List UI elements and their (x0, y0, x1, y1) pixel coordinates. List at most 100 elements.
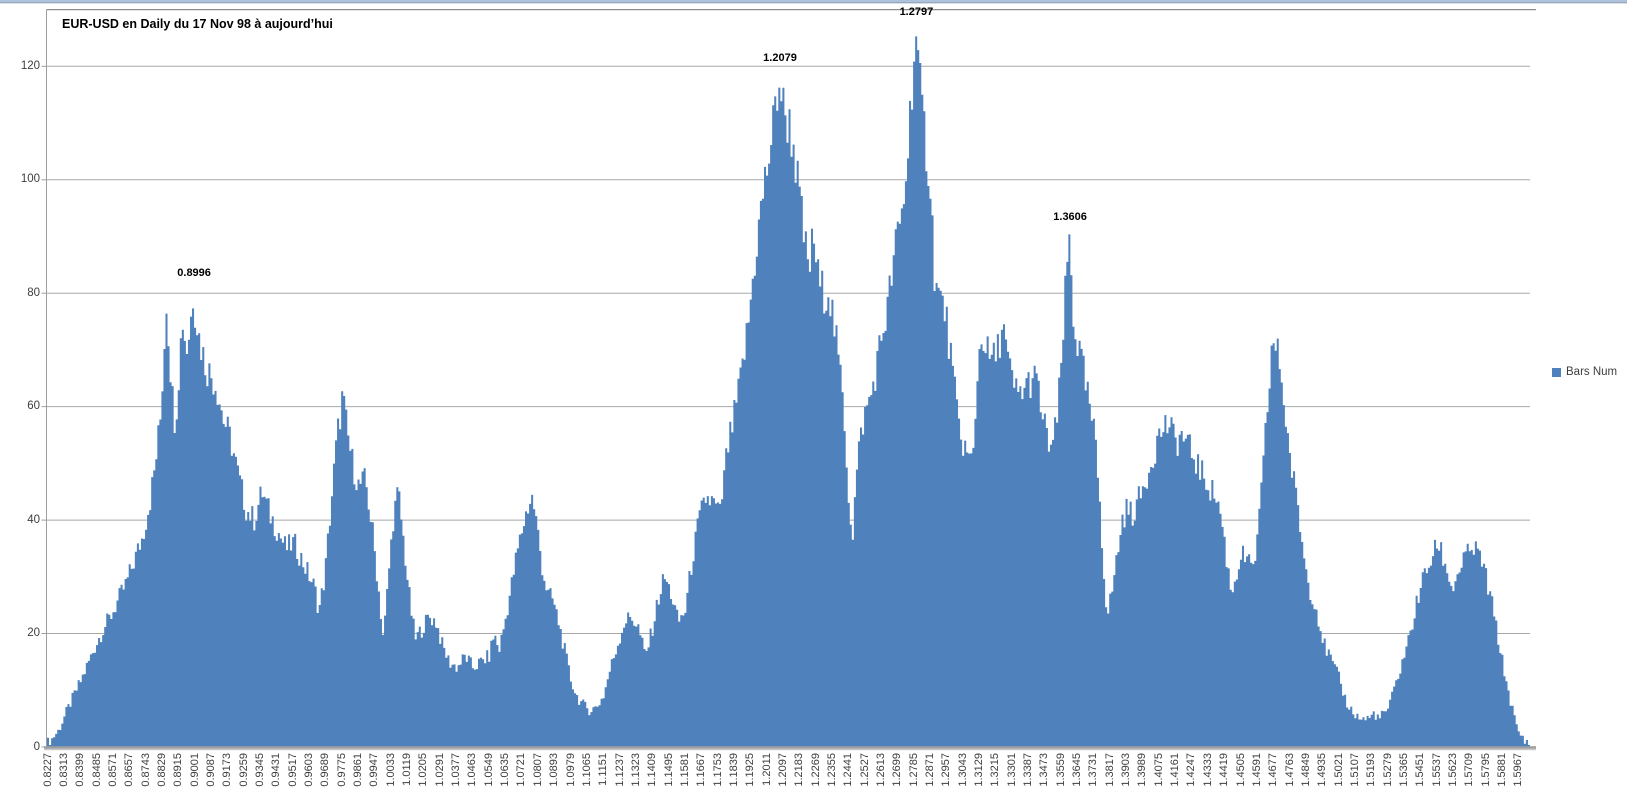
x-tick-label: 1.3473 (1038, 753, 1051, 787)
x-tick-label: 0.9087 (204, 753, 217, 787)
y-tick-label: 20 (27, 627, 40, 639)
x-axis-shadow (44, 748, 1536, 751)
x-tick-label: 1.3301 (1005, 753, 1018, 787)
y-tick-label: 80 (27, 286, 40, 299)
x-tick-label: 1.2527 (858, 753, 871, 787)
x-tick-label: 1.0033 (384, 753, 397, 787)
x-tick-label: 1.2699 (891, 753, 904, 787)
x-tick-label: 1.5365 (1397, 753, 1410, 787)
y-tick-label: 60 (27, 400, 40, 413)
x-tick-label: 1.0463 (466, 753, 479, 787)
x-axis-line (44, 746, 1536, 749)
x-tick-label: 0.8571 (106, 753, 119, 787)
x-tick-label: 0.8399 (74, 753, 87, 787)
x-tick-label: 1.3903 (1120, 753, 1133, 787)
annotation-1.3606: 1.3606 (1053, 210, 1087, 223)
x-tick-label: 1.4849 (1299, 753, 1312, 787)
x-tick-label: 1.1409 (646, 753, 659, 787)
legend: Bars Num (1552, 366, 1617, 378)
x-tick-label: 1.5623 (1446, 753, 1459, 787)
annotation-0.8996: 0.8996 (177, 267, 211, 280)
y-tick-label: 0 (33, 740, 40, 753)
x-tick-label: 1.3387 (1022, 753, 1034, 787)
x-tick-label: 0.8313 (57, 753, 70, 787)
x-tick-label: 1.1237 (613, 753, 626, 787)
x-tick-label: 0.8485 (90, 753, 103, 787)
x-tick-label: 1.5537 (1430, 753, 1443, 787)
x-tick-label: 0.9001 (188, 753, 201, 787)
x-tick-label: 1.5451 (1414, 753, 1427, 787)
x-tick-label: 1.3129 (973, 753, 985, 787)
x-tick-label: 1.2441 (842, 753, 855, 787)
x-tick-label: 0.9689 (319, 753, 332, 787)
x-tick-label: 1.3817 (1103, 753, 1116, 787)
x-tick-label: 0.8657 (123, 753, 136, 787)
x-tick-label: 0.9775 (335, 753, 348, 787)
x-tick-label: 1.2355 (825, 753, 838, 787)
x-tick-label: 0.9345 (254, 753, 266, 787)
x-tick-label: 0.9173 (221, 753, 234, 787)
window-top-strip (0, 0, 1627, 3)
x-tick-label: 1.1925 (744, 753, 757, 787)
x-tick-label: 0.8915 (172, 753, 185, 787)
x-tick-label: 1.3559 (1054, 753, 1067, 787)
x-tick-label: 1.2957 (940, 753, 953, 787)
x-tick-label: 1.4161 (1169, 753, 1182, 787)
bars-series (47, 36, 1530, 747)
x-tick-label: 1.0549 (482, 753, 495, 787)
x-tick-label: 1.5967 (1512, 753, 1525, 787)
x-tick-label: 1.2097 (776, 753, 789, 787)
x-tick-label: 1.4591 (1250, 753, 1263, 787)
x-tick-label: 1.1323 (629, 753, 642, 787)
x-tick-label: 1.5795 (1479, 753, 1492, 787)
x-tick-label: 1.0205 (417, 753, 430, 787)
x-tick-label: 1.3215 (989, 753, 1002, 787)
x-tick-label: 1.1495 (662, 753, 675, 787)
x-tick-label: 1.5193 (1365, 753, 1378, 787)
x-tick-label: 0.8743 (139, 753, 152, 787)
y-tick-label: 40 (27, 513, 40, 526)
x-tick-label: 1.1753 (711, 753, 724, 787)
x-tick-label: 0.9517 (286, 753, 299, 787)
x-tick-label: 1.0377 (450, 753, 463, 787)
x-tick-label: 1.1065 (580, 753, 593, 787)
x-tick-label: 1.4333 (1201, 753, 1214, 787)
x-tick-label: 1.2785 (907, 753, 920, 787)
x-tick-label: 1.0635 (499, 753, 512, 787)
annotation-1.2079: 1.2079 (763, 51, 797, 64)
legend-marker-icon (1552, 367, 1561, 377)
x-tick-label: 1.1151 (597, 753, 610, 786)
x-tick-label: 1.3989 (1136, 753, 1149, 787)
window-top-strip-line (0, 2, 1627, 4)
x-tick-label: 1.0979 (564, 753, 577, 787)
x-tick-label: 1.2613 (874, 753, 887, 787)
chart-title: EUR-USD en Daily du 17 Nov 98 à aujourd’… (62, 17, 333, 31)
y-tick-label: 120 (20, 59, 40, 72)
x-tick-label: 1.2011 (760, 753, 773, 786)
x-tick-label: 1.2871 (924, 753, 936, 787)
x-tick-label: 1.0291 (433, 753, 446, 787)
x-tick-label: 1.0807 (531, 753, 544, 787)
legend-label: Bars Num (1566, 366, 1618, 378)
x-tick-label: 0.9947 (368, 753, 381, 787)
x-tick-label: 1.5881 (1495, 753, 1508, 787)
x-tick-label: 1.5107 (1348, 753, 1361, 787)
x-tick-label: 1.4763 (1283, 753, 1296, 787)
x-tick-label: 1.1581 (678, 753, 691, 787)
x-tick-label: 0.8227 (41, 753, 54, 787)
x-tick-label: 1.5279 (1381, 753, 1394, 787)
x-tick-label: 1.3645 (1071, 753, 1083, 787)
x-tick-label: 0.9259 (237, 753, 250, 787)
x-tick-label: 1.1667 (695, 753, 708, 787)
x-tick-label: 1.4247 (1185, 753, 1198, 787)
x-tick-label: 1.2269 (809, 753, 822, 787)
x-tick-label: 1.1839 (727, 753, 740, 787)
x-tick-label: 1.2183 (793, 753, 806, 787)
x-tick-label: 1.0893 (548, 753, 561, 787)
x-tick-label: 0.9861 (352, 753, 364, 787)
x-tick-label: 1.4075 (1152, 753, 1165, 787)
x-tick-label: 1.0119 (401, 753, 413, 786)
annotation-1.2797: 1.2797 (899, 6, 934, 19)
